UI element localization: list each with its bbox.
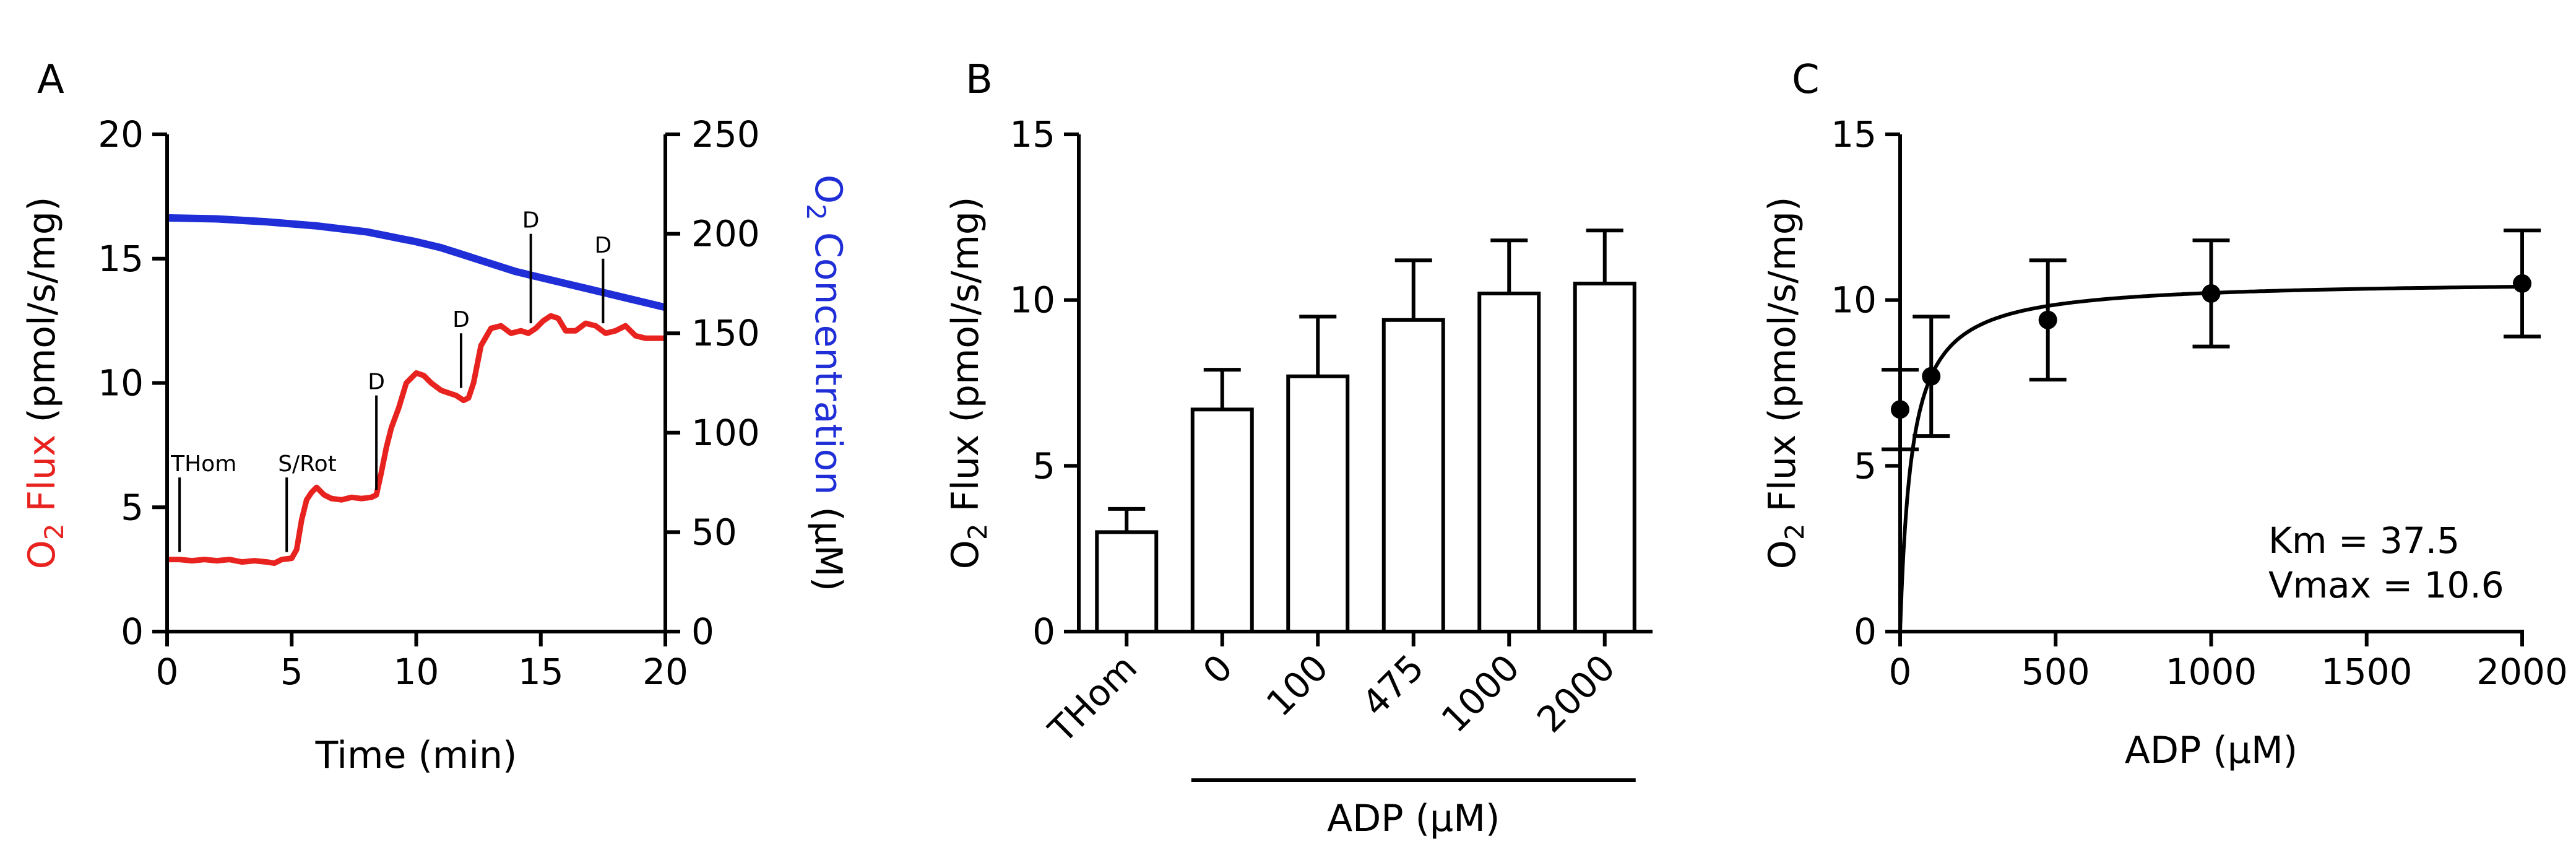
- panel-c-x-tick-label: 1500: [2321, 651, 2413, 693]
- panel-a-x-tick-label: 10: [394, 651, 439, 693]
- panel-b-ylabel-unit: (pmol/s/mg): [944, 197, 987, 435]
- panel-a-left-ylabel-unit: (pmol/s/mg): [20, 197, 64, 435]
- flux-line: [167, 313, 665, 567]
- panel-a-y-right-tick-label: 0: [691, 611, 714, 653]
- panel-c-km-label: Km = 37.5: [2268, 519, 2460, 562]
- panel-a-marker-label: D: [595, 233, 612, 258]
- panel-c-letter: C: [1792, 57, 1820, 103]
- panel-b-y-tick-label: 0: [1032, 611, 1055, 653]
- panel-b-x-title: ADP (µM): [1327, 797, 1500, 840]
- panel-c-data-point: [2513, 274, 2531, 293]
- panel-b-ylabel: O2 Flux (pmol/s/mg): [944, 197, 993, 570]
- panel-b-category-label: 1000: [1433, 646, 1528, 741]
- panel-c-ylabel-unit: (pmol/s/mg): [1761, 197, 1804, 435]
- panel-b-category-label: 100: [1258, 646, 1336, 724]
- panel-a-y-tick-label: 0: [121, 611, 144, 653]
- panel-a-y-tick-label: 20: [98, 113, 144, 155]
- panel-b-ylabel-sub: 2: [962, 523, 993, 540]
- panel-b-letter: B: [966, 57, 993, 103]
- panel-a-y-right-tick-label: 150: [691, 312, 760, 354]
- panel-a-marker-label: S/Rot: [278, 451, 337, 477]
- panel-b-ylabel-base: O: [944, 540, 987, 569]
- panel-a-letter: A: [37, 57, 64, 103]
- panel-b-y-tick-label: 15: [1009, 113, 1055, 155]
- panel-b-y-tick-label: 5: [1032, 445, 1055, 487]
- panel-c-y-tick-label: 5: [1854, 445, 1877, 487]
- panel-b-category-label: 2000: [1529, 646, 1623, 741]
- panel-c-fit-curve: [1898, 285, 2523, 632]
- panel-b-bar: [1190, 407, 1254, 633]
- panel-a-right-ylabel-rest: Concentration: [806, 220, 850, 495]
- panel-a-y-tick-label: 15: [98, 238, 144, 280]
- panel-a-y-right-tick-label: 100: [691, 412, 760, 454]
- panel-b-bar: [1573, 281, 1636, 633]
- panel-c-data-point: [2038, 310, 2057, 329]
- panel-c-vmax-label: Vmax = 10.6: [2268, 564, 2504, 606]
- panel-c-y-tick-label: 15: [1831, 113, 1877, 155]
- panel-c-x-tick-label: 1000: [2166, 651, 2257, 693]
- panel-b-bar: [1286, 374, 1350, 633]
- panel-a-marker-label: D: [368, 370, 385, 395]
- panel-a-x-tick-label: 20: [642, 651, 688, 693]
- concentration-line: [166, 214, 667, 311]
- panel-a-y-tick-label: 5: [121, 486, 144, 528]
- panel-a-y-right-tick-label: 50: [691, 511, 737, 553]
- panel-c-data-point: [1922, 367, 1941, 386]
- panel-a-x-tick-label: 0: [156, 651, 179, 693]
- panel-c-data-point: [2202, 284, 2221, 303]
- panel-c-x-tick-label: 0: [1889, 651, 1912, 693]
- panel-c-y-tick-label: 10: [1831, 279, 1877, 321]
- panel-a-x-tick-label: 5: [280, 651, 303, 693]
- panel-a-right-ylabel-base: O: [806, 175, 850, 204]
- panel-b-bar: [1095, 530, 1159, 634]
- panel-b-ylabel-rest: Flux: [944, 435, 987, 524]
- panel-a-y-tick-label: 10: [98, 362, 144, 404]
- panel-b-y-tick-label: 10: [1009, 279, 1055, 321]
- panel-c-ylabel-rest: Flux: [1761, 435, 1804, 524]
- panel-a-left-ylabel-rest: Flux: [20, 435, 64, 524]
- panel-c-x-title: ADP (µM): [2125, 729, 2297, 772]
- panel-a-y-right-tick-label: 250: [691, 113, 760, 155]
- panel-a-right-ylabel: O2 Concentration (µM): [801, 175, 850, 591]
- panel-c-x-tick-label: 500: [2021, 651, 2090, 693]
- panel-b-category-label: 475: [1354, 646, 1432, 724]
- panel-a-y-right-tick-label: 200: [691, 213, 760, 255]
- panel-c-y-tick-label: 0: [1854, 611, 1877, 653]
- panel-c-ylabel-sub: 2: [1779, 523, 1810, 540]
- panel-a-marker-label: D: [522, 208, 540, 233]
- panel-a-x-tick-label: 15: [518, 651, 564, 693]
- panel-c-ylabel: O2 Flux (pmol/s/mg): [1761, 197, 1810, 570]
- panel-a-marker-label: D: [452, 307, 470, 333]
- panel-a-left-ylabel: O2 Flux (pmol/s/mg): [20, 197, 69, 570]
- panel-c-ylabel-base: O: [1761, 540, 1804, 569]
- panel-a-left-ylabel-sub: 2: [39, 523, 69, 540]
- panel-a-right-ylabel-sub: 2: [801, 204, 831, 220]
- panel-b-bar: [1381, 318, 1445, 634]
- panel-b-category-label: 0: [1195, 646, 1240, 692]
- panel-a-right-ylabel-unit: (µM): [806, 495, 850, 591]
- panel-a-left-ylabel-base: O: [20, 540, 64, 569]
- panel-a-x-title: Time (min): [315, 734, 517, 777]
- panel-a-marker-label: THom: [170, 451, 236, 477]
- panel-c-x-tick-label: 2000: [2476, 651, 2568, 693]
- panel-b-category-label: THom: [1040, 646, 1145, 752]
- panel-b-bar: [1477, 291, 1541, 633]
